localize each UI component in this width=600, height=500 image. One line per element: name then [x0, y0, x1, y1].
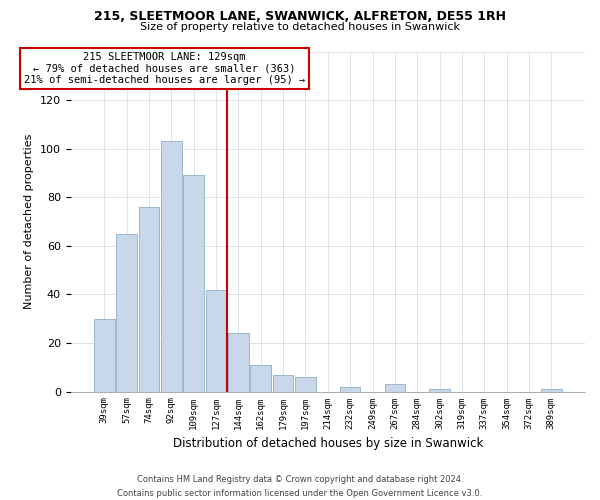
- Text: 215 SLEETMOOR LANE: 129sqm
← 79% of detached houses are smaller (363)
21% of sem: 215 SLEETMOOR LANE: 129sqm ← 79% of deta…: [24, 52, 305, 85]
- Bar: [228, 334, 248, 392]
- Bar: [385, 384, 405, 392]
- Bar: [295, 377, 316, 392]
- Bar: [250, 365, 271, 392]
- Text: Contains HM Land Registry data © Crown copyright and database right 2024.
Contai: Contains HM Land Registry data © Crown c…: [118, 476, 482, 498]
- Bar: [429, 389, 450, 392]
- Bar: [273, 374, 293, 392]
- Bar: [94, 318, 115, 392]
- Bar: [541, 389, 562, 392]
- Text: Size of property relative to detached houses in Swanwick: Size of property relative to detached ho…: [140, 22, 460, 32]
- X-axis label: Distribution of detached houses by size in Swanwick: Distribution of detached houses by size …: [173, 437, 483, 450]
- Text: 215, SLEETMOOR LANE, SWANWICK, ALFRETON, DE55 1RH: 215, SLEETMOOR LANE, SWANWICK, ALFRETON,…: [94, 10, 506, 23]
- Bar: [184, 176, 204, 392]
- Y-axis label: Number of detached properties: Number of detached properties: [24, 134, 34, 309]
- Bar: [161, 142, 182, 392]
- Bar: [340, 386, 361, 392]
- Bar: [139, 207, 159, 392]
- Bar: [206, 290, 226, 392]
- Bar: [116, 234, 137, 392]
